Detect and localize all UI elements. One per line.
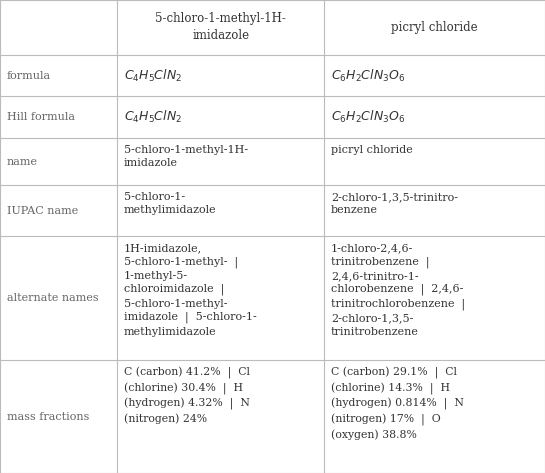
Text: 5-chloro-1-methyl-1H-
imidazole: 5-chloro-1-methyl-1H- imidazole (155, 12, 286, 43)
Text: name: name (7, 157, 38, 166)
Text: picryl chloride: picryl chloride (331, 145, 413, 155)
Text: 2-chloro-1,3,5-trinitro-
benzene: 2-chloro-1,3,5-trinitro- benzene (331, 192, 458, 215)
Text: 1H-imidazole,
5-chloro-1-methyl-  |
1-methyl-5-
chloroimidazole  |
5-chloro-1-me: 1H-imidazole, 5-chloro-1-methyl- | 1-met… (124, 243, 257, 336)
Text: 1-chloro-2,4,6-
trinitrobenzene  |
2,4,6-trinitro-1-
chlorobenzene  |  2,4,6-
tr: 1-chloro-2,4,6- trinitrobenzene | 2,4,6-… (331, 243, 465, 336)
Text: Hill formula: Hill formula (7, 112, 75, 122)
Text: picryl chloride: picryl chloride (391, 21, 478, 34)
Text: $C_4H_5ClN_2$: $C_4H_5ClN_2$ (124, 109, 182, 125)
Text: C (carbon) 29.1%  |  Cl
(chlorine) 14.3%  |  H
(hydrogen) 0.814%  |  N
(nitrogen: C (carbon) 29.1% | Cl (chlorine) 14.3% |… (331, 367, 464, 439)
Text: $C_4H_5ClN_2$: $C_4H_5ClN_2$ (124, 68, 182, 84)
Text: alternate names: alternate names (7, 293, 98, 303)
Text: mass fractions: mass fractions (7, 412, 89, 422)
Text: 5-chloro-1-
methylimidazole: 5-chloro-1- methylimidazole (124, 192, 216, 215)
Text: 5-chloro-1-methyl-1H-
imidazole: 5-chloro-1-methyl-1H- imidazole (124, 145, 248, 168)
Text: $C_6H_2ClN_3O_6$: $C_6H_2ClN_3O_6$ (331, 68, 405, 84)
Text: C (carbon) 41.2%  |  Cl
(chlorine) 30.4%  |  H
(hydrogen) 4.32%  |  N
(nitrogen): C (carbon) 41.2% | Cl (chlorine) 30.4% |… (124, 367, 250, 424)
Text: IUPAC name: IUPAC name (7, 206, 78, 216)
Text: formula: formula (7, 70, 51, 81)
Text: $C_6H_2ClN_3O_6$: $C_6H_2ClN_3O_6$ (331, 109, 405, 125)
